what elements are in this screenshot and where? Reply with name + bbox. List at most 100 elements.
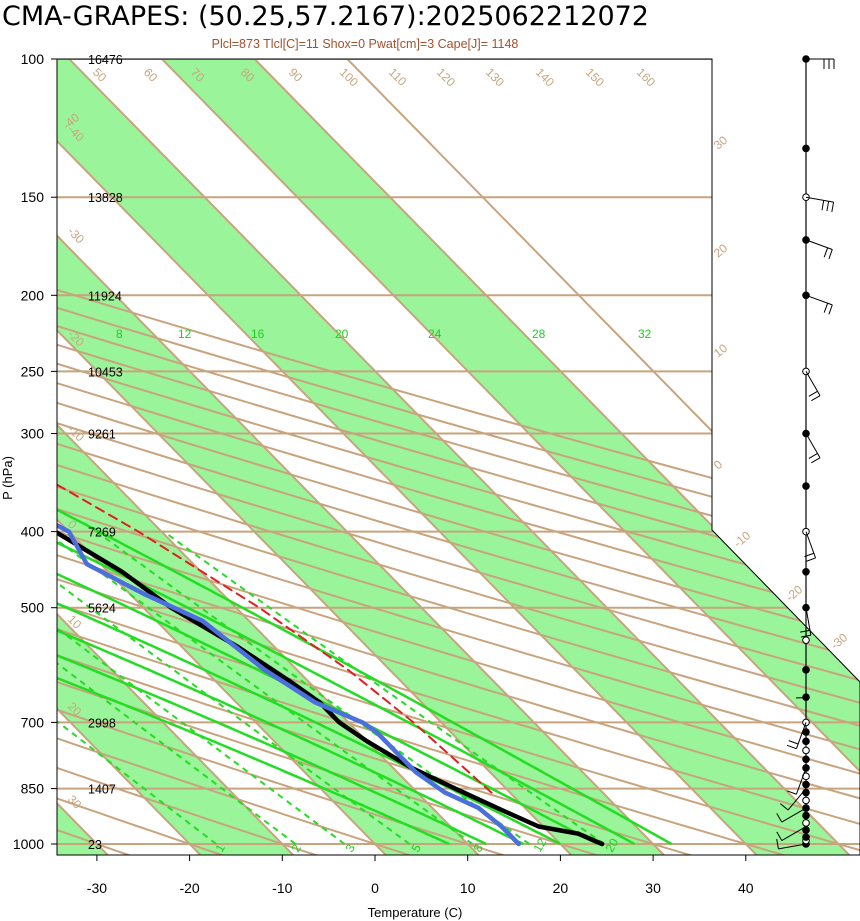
wind-barb (795, 767, 807, 795)
y-tick-500: 500 (21, 600, 45, 616)
dry-adiabat (57, 59, 860, 855)
wind-barb-flag (776, 831, 783, 841)
wind-marker (802, 567, 810, 576)
dry-adiabat (57, 59, 860, 855)
wind-barb-flag (811, 395, 821, 402)
wind-marker (802, 746, 810, 755)
mixing-ratio-2 (57, 530, 297, 845)
moist-adiabat-16 (57, 294, 524, 846)
wind-profile (776, 55, 835, 850)
height-label-23: 23 (88, 838, 102, 852)
height-label-10453: 10453 (88, 365, 123, 379)
dry-adiabat (57, 59, 240, 855)
wind-barb-flag (808, 390, 818, 397)
wind-barb (778, 843, 807, 850)
dry-adiabat (57, 59, 860, 855)
wind-barb-flag (808, 453, 818, 459)
height-label-9261: 9261 (88, 428, 116, 442)
y-axis-label: P (hPa) (0, 456, 15, 500)
dry-adiabat (57, 59, 860, 855)
moist-adiabat-8 (57, 294, 450, 846)
dry-adiabat (57, 59, 860, 855)
dry-adiabat (57, 59, 428, 855)
dry-adiabat (57, 59, 860, 855)
chart-subtitle: Plcl=873 Tlcl[C]=11 Shox=0 Pwat[cm]=3 Ca… (212, 37, 519, 51)
height-label-13828: 13828 (88, 191, 123, 205)
height-label-11924: 11924 (88, 289, 122, 303)
plot-area (57, 59, 860, 855)
height-label-16476: 16476 (88, 53, 123, 67)
dry-adiabat (57, 59, 860, 855)
wind-barb-flag (800, 629, 811, 633)
height-label-2998: 2998 (88, 716, 116, 730)
moist-adiabat-label-24: 24 (428, 327, 442, 341)
y-tick-100: 100 (21, 51, 45, 67)
series-dewpoint (57, 59, 521, 847)
wind-barb-flag (828, 249, 833, 260)
wind-barb (781, 807, 807, 823)
sounding-curves (57, 59, 605, 847)
y-tick-250: 250 (21, 363, 45, 379)
wind-barb (805, 531, 817, 559)
wind-marker (802, 819, 810, 827)
wind-barb-flag (823, 247, 829, 258)
temperature-band (57, 59, 484, 855)
wind-marker (802, 636, 810, 644)
wind-marker (802, 482, 810, 490)
dry-adiabat (57, 59, 616, 855)
moist-adiabat-20 (57, 294, 561, 846)
isotherm (86, 59, 860, 855)
wind-barb-flag (776, 813, 783, 823)
moist-adiabat-28 (57, 294, 636, 846)
wind-barb-flag (800, 634, 811, 638)
isotherm (57, 59, 207, 855)
wind-barb-flag (786, 790, 797, 795)
mixing-ratio-1 (57, 530, 217, 845)
height-label-7269: 7269 (88, 526, 116, 540)
moist-adiabat-label-16: 16 (251, 327, 265, 341)
y-tick-1000: 1000 (13, 836, 44, 852)
wind-barb-flag (828, 304, 833, 315)
moist-adiabat-label-8: 8 (116, 327, 123, 341)
y-tick-200: 200 (21, 287, 45, 303)
wind-barb-flag (776, 838, 779, 849)
wind-barb-flag (826, 201, 830, 212)
y-tick-400: 400 (21, 524, 45, 540)
x-tick-0: 0 (371, 880, 379, 896)
isotherm (57, 59, 578, 855)
temperature-band (57, 59, 670, 855)
wind-marker (802, 811, 810, 820)
x-axis-label: Temperature (C) (368, 905, 463, 920)
x-tick-30: 30 (645, 880, 661, 896)
dry-adiabat (57, 59, 860, 855)
dry-adiabat (57, 59, 860, 855)
moist-adiabat-12 (57, 294, 487, 846)
x-tick--30: -30 (87, 880, 107, 896)
chart-title: CMA-GRAPES: (50.25,57.2167):202506221207… (2, 1, 649, 32)
isotherm (179, 59, 860, 855)
plot-frame (56, 58, 860, 856)
wind-barb-flag (788, 740, 799, 745)
moist-adiabat-label-32: 32 (638, 327, 652, 341)
mixing-ratio-5 (57, 530, 411, 845)
temperature-band (57, 59, 299, 855)
wind-barb (805, 433, 821, 459)
moist-adiabat-24 (57, 294, 599, 846)
wind-marker (802, 144, 810, 153)
wind-marker (802, 780, 810, 789)
temperature-band (87, 59, 860, 855)
height-label-1407: 1407 (88, 783, 116, 797)
mixing-ratio-label-20: 20 (602, 836, 621, 855)
wind-barb-flag (804, 552, 815, 558)
mixing-ratio-label-12: 12 (530, 836, 549, 855)
isotherm (272, 59, 860, 855)
wind-barb (805, 196, 834, 203)
wind-barb (805, 371, 821, 396)
wind-barb-flag (780, 803, 789, 811)
wind-barb (805, 607, 812, 636)
isotherm (57, 59, 671, 855)
wind-barb-flag (823, 303, 829, 313)
wind-marker (802, 796, 810, 805)
height-label-5624: 5624 (88, 602, 116, 616)
